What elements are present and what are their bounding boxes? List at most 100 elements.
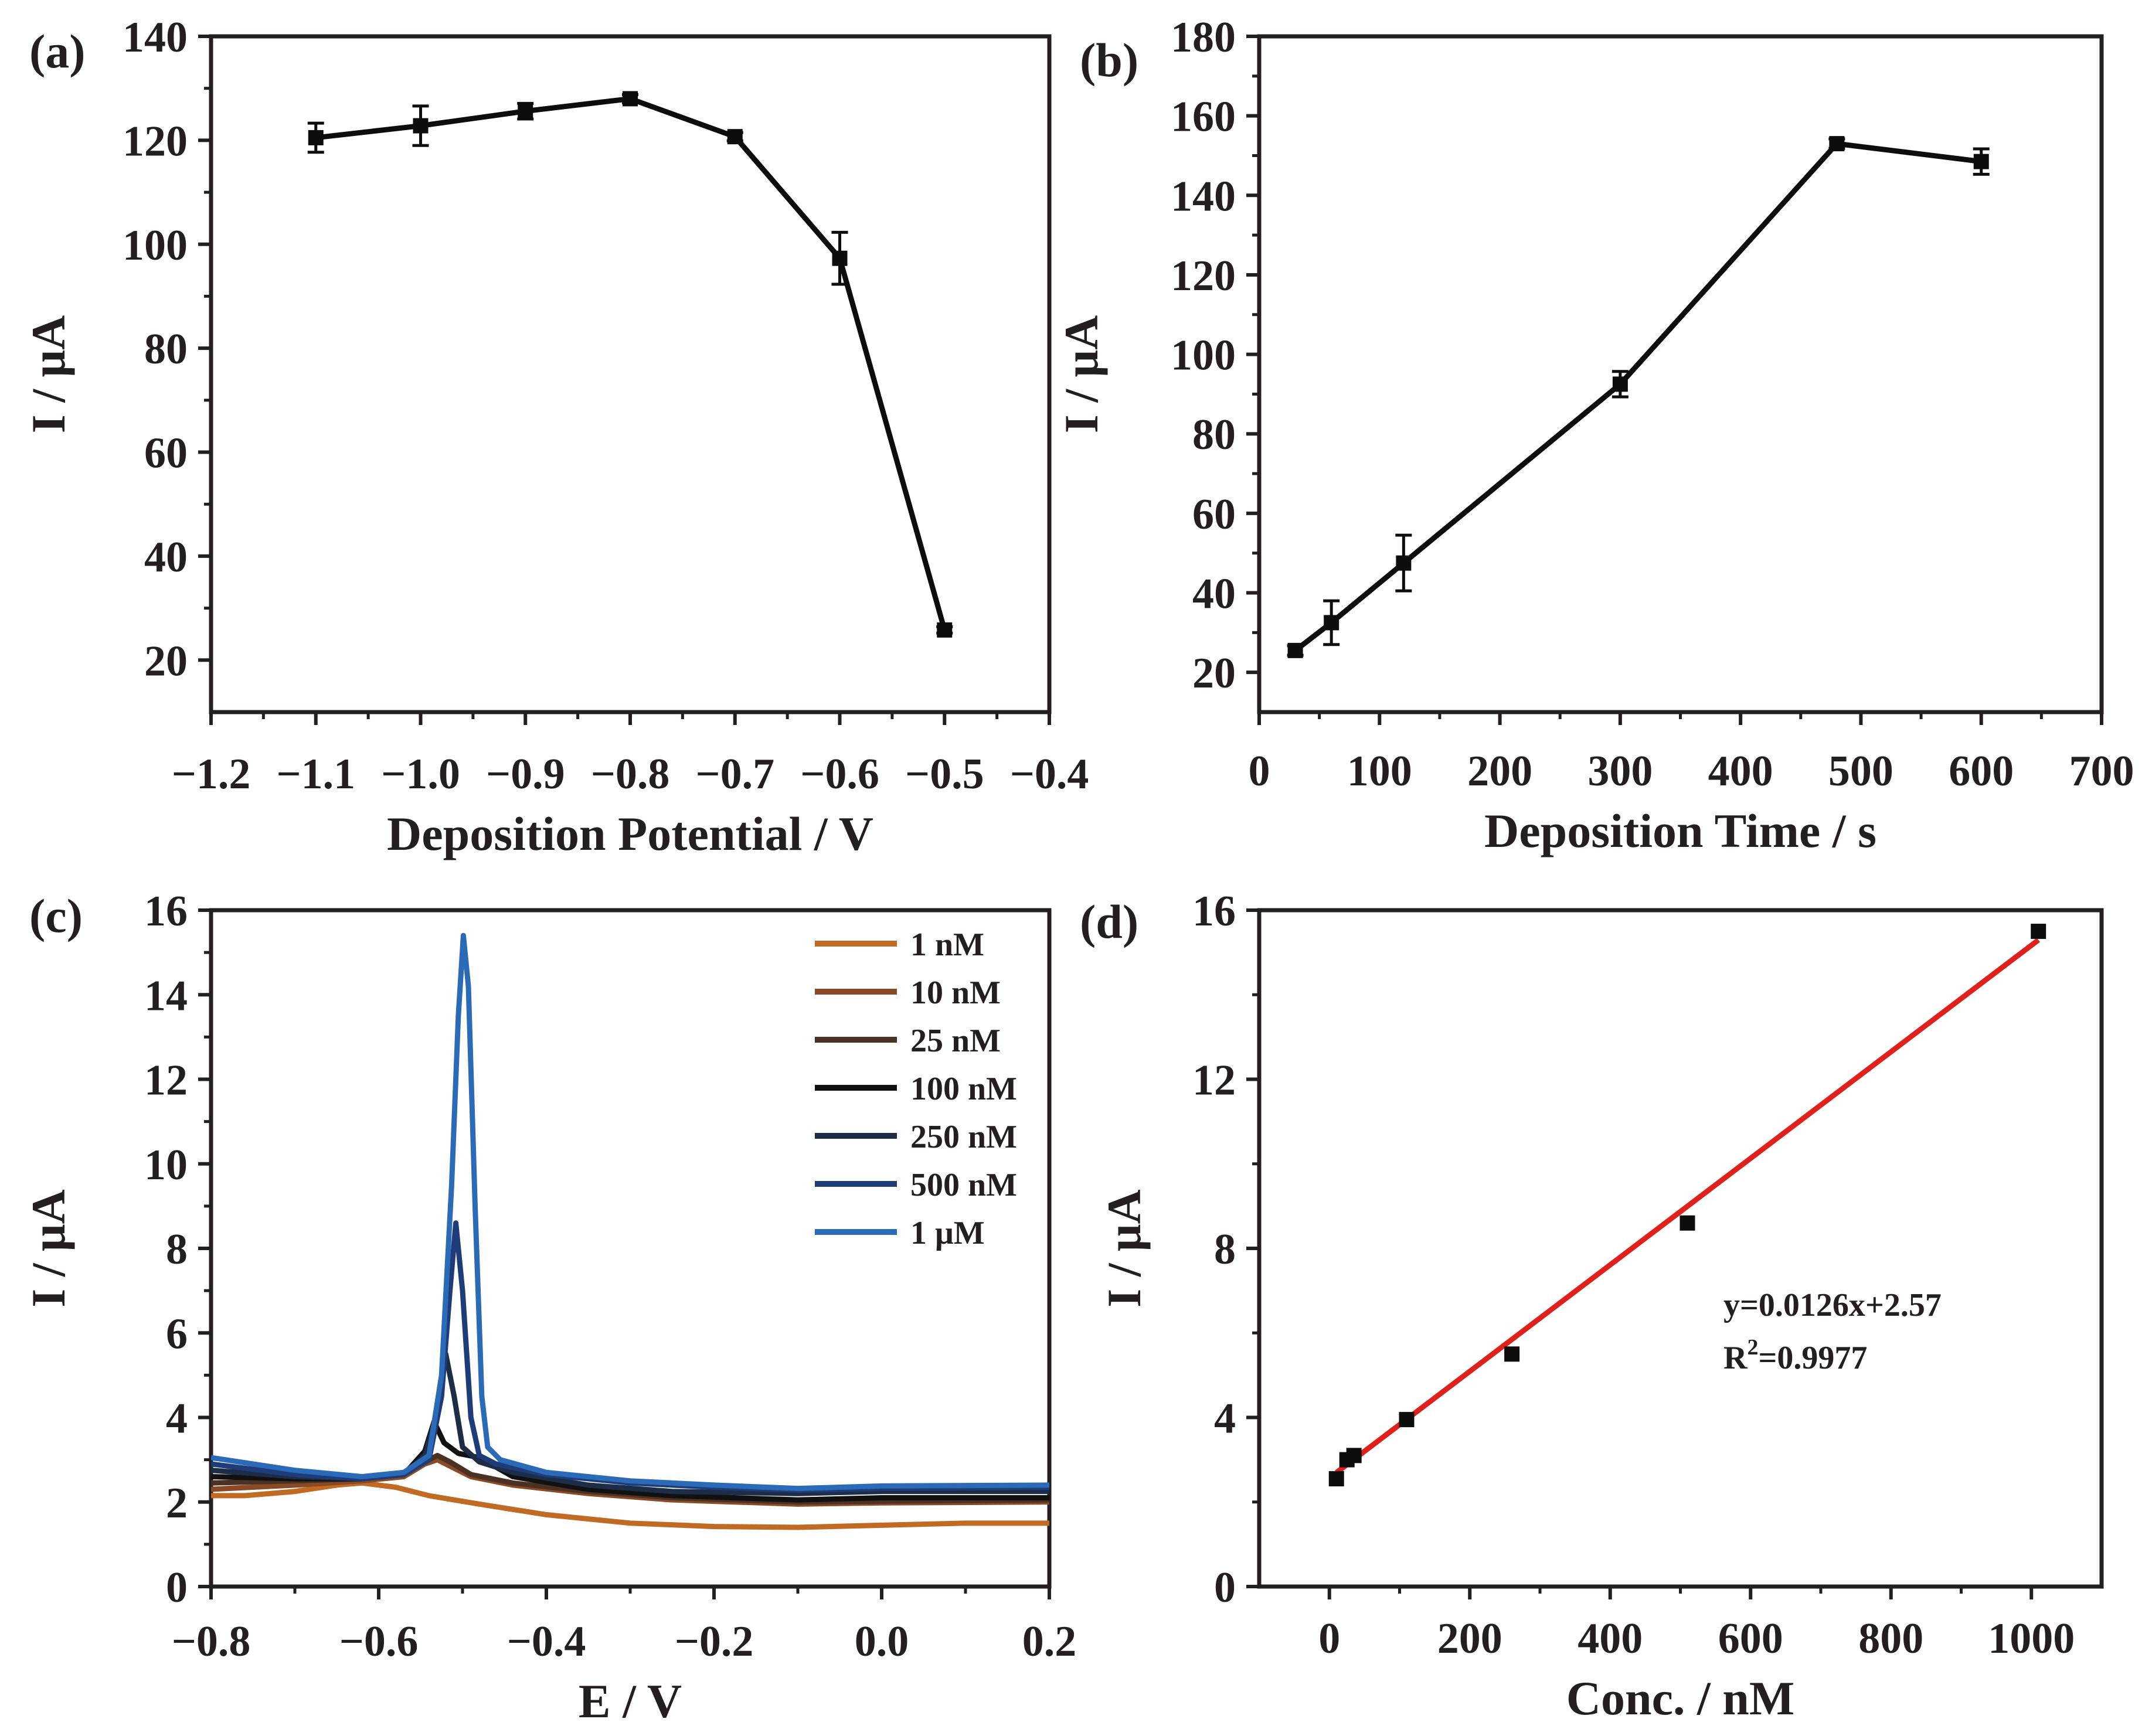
- x-tick-label: −1.1: [276, 750, 355, 798]
- data-point: [1346, 1448, 1362, 1463]
- x-tick-label: −0.4: [507, 1618, 586, 1666]
- data-point: [1680, 1215, 1695, 1231]
- y-tick-label: 4: [166, 1395, 188, 1443]
- x-tick-label: −0.5: [905, 750, 984, 798]
- x-tick-label: −0.6: [800, 750, 879, 798]
- x-axis-label: Deposition Potential / V: [387, 807, 873, 860]
- data-point: [727, 129, 743, 145]
- data-point: [1328, 1471, 1344, 1487]
- y-tick-label: 14: [144, 972, 188, 1020]
- y-tick-label: 6: [166, 1310, 188, 1358]
- x-tick-label: −1.2: [172, 750, 251, 798]
- y-tick-label: 2: [166, 1479, 188, 1527]
- series-line-6: [211, 932, 1049, 1492]
- x-tick-label: 600: [1949, 747, 2014, 795]
- y-tick-label: 12: [144, 1057, 188, 1105]
- series-line-5: [211, 1220, 1049, 1493]
- panel-c: −0.8 −0.6 −0.4 −0.2 0.0 0.2 0 2 4 6 8 10 12 14 16 E / V…: [22, 887, 1076, 1728]
- y-tick-label: 100: [1171, 332, 1236, 380]
- data-point: [2031, 924, 2046, 940]
- data-point: [832, 250, 848, 266]
- x-axis-label: Conc. / nM: [1566, 1672, 1795, 1725]
- data-point: [518, 103, 533, 119]
- x-tick-label: −0.6: [339, 1618, 419, 1666]
- y-tick-label: 16: [1192, 887, 1236, 935]
- panel-label: (a): [29, 25, 86, 78]
- y-tick-label: 140: [1171, 172, 1236, 220]
- legend-label: 250 nM: [910, 1119, 1017, 1155]
- x-tick-label: 500: [1828, 747, 1893, 795]
- panel-d: 0 200 400 600 800 1000 0 4 8 12 16 Conc. / nM I / μA…: [1080, 887, 2104, 1725]
- x-tick-label: −0.2: [675, 1618, 754, 1666]
- x-tick-label: 0.2: [1022, 1618, 1077, 1666]
- x-tick-label: 0: [1318, 1615, 1340, 1663]
- y-tick-label: 120: [1171, 252, 1236, 300]
- y-tick-label: 0: [166, 1564, 188, 1612]
- panel-label: (b): [1080, 33, 1138, 87]
- x-tick-label: 600: [1718, 1615, 1783, 1663]
- data-point: [1399, 1412, 1415, 1428]
- x-tick-label: 100: [1347, 747, 1412, 795]
- y-tick-label: 40: [1192, 570, 1236, 618]
- data-point: [1829, 136, 1845, 152]
- y-tick-label: 10: [144, 1141, 188, 1189]
- y-tick-label: 140: [123, 13, 188, 62]
- x-tick-label: 1000: [1988, 1615, 2075, 1663]
- data-point: [1973, 154, 1989, 169]
- x-axis-label: Deposition Time / s: [1484, 804, 1876, 857]
- y-axis-label: I / μA: [1097, 1189, 1151, 1307]
- x-tick-label: 0.0: [855, 1618, 909, 1666]
- y-tick-label: 60: [144, 430, 188, 478]
- data-point: [1287, 642, 1303, 658]
- data-line: [1293, 141, 1982, 653]
- x-tick-label: 400: [1708, 747, 1773, 795]
- y-tick-label: 12: [1192, 1057, 1236, 1105]
- y-tick-label: 40: [144, 533, 188, 581]
- data-point: [623, 91, 638, 107]
- x-tick-label: 400: [1578, 1615, 1643, 1663]
- fit-line: [1335, 938, 2040, 1475]
- y-axis-label: I / μA: [22, 1189, 75, 1307]
- y-tick-label: 120: [123, 117, 188, 165]
- y-tick-label: 80: [144, 325, 188, 373]
- x-tick-label: 200: [1467, 747, 1532, 795]
- y-tick-label: 60: [1192, 491, 1236, 539]
- x-tick-label: 200: [1437, 1615, 1502, 1663]
- data-point: [1612, 376, 1628, 392]
- x-tick-label: −0.8: [172, 1618, 251, 1666]
- data-point: [308, 130, 324, 145]
- y-tick-label: 4: [1214, 1395, 1236, 1443]
- x-tick-label: −0.8: [591, 750, 670, 798]
- plot-frame: [1257, 908, 2104, 1589]
- x-tick-label: −0.4: [1010, 750, 1089, 798]
- data-point: [413, 118, 429, 134]
- y-axis-label: I / μA: [1055, 315, 1108, 433]
- fit-r-squared: R2=0.9977: [1723, 1335, 1867, 1376]
- x-tick-label: −0.9: [486, 750, 565, 798]
- curves: [211, 932, 1049, 1530]
- data-point: [937, 622, 953, 638]
- y-tick-label: 180: [1171, 13, 1236, 62]
- panel-a: −1.2 −1.1 −1.0 −0.9 −0.8 −0.7 −0.6 −0.5 −0.4 20 40…: [22, 13, 1089, 860]
- y-tick-label: 8: [166, 1226, 188, 1274]
- legend-label: 25 nM: [910, 1023, 1001, 1059]
- x-tick-label: 800: [1858, 1615, 1923, 1663]
- x-tick-label: −0.7: [695, 750, 774, 798]
- x-tick-label: 700: [2069, 747, 2134, 795]
- legend: 1 nM 10 nM 25 nM 100 nM 250 nM 500 nM 1 μM: [815, 927, 1017, 1251]
- y-tick-label: 80: [1192, 411, 1236, 459]
- y-axis-label: I / μA: [22, 315, 75, 433]
- y-tick-label: 100: [123, 222, 188, 270]
- x-axis-label: E / V: [579, 1674, 682, 1728]
- panel-label: (d): [1080, 895, 1138, 948]
- data-point: [1396, 555, 1412, 571]
- y-tick-label: 20: [144, 637, 188, 685]
- y-tick-label: 0: [1214, 1564, 1236, 1612]
- y-tick-label: 20: [1192, 649, 1236, 697]
- legend-label: 1 μM: [910, 1215, 985, 1251]
- data-point: [1504, 1346, 1520, 1362]
- y-tick-label: 8: [1214, 1226, 1236, 1274]
- legend-label: 100 nM: [910, 1071, 1017, 1107]
- legend-label: 500 nM: [910, 1167, 1017, 1203]
